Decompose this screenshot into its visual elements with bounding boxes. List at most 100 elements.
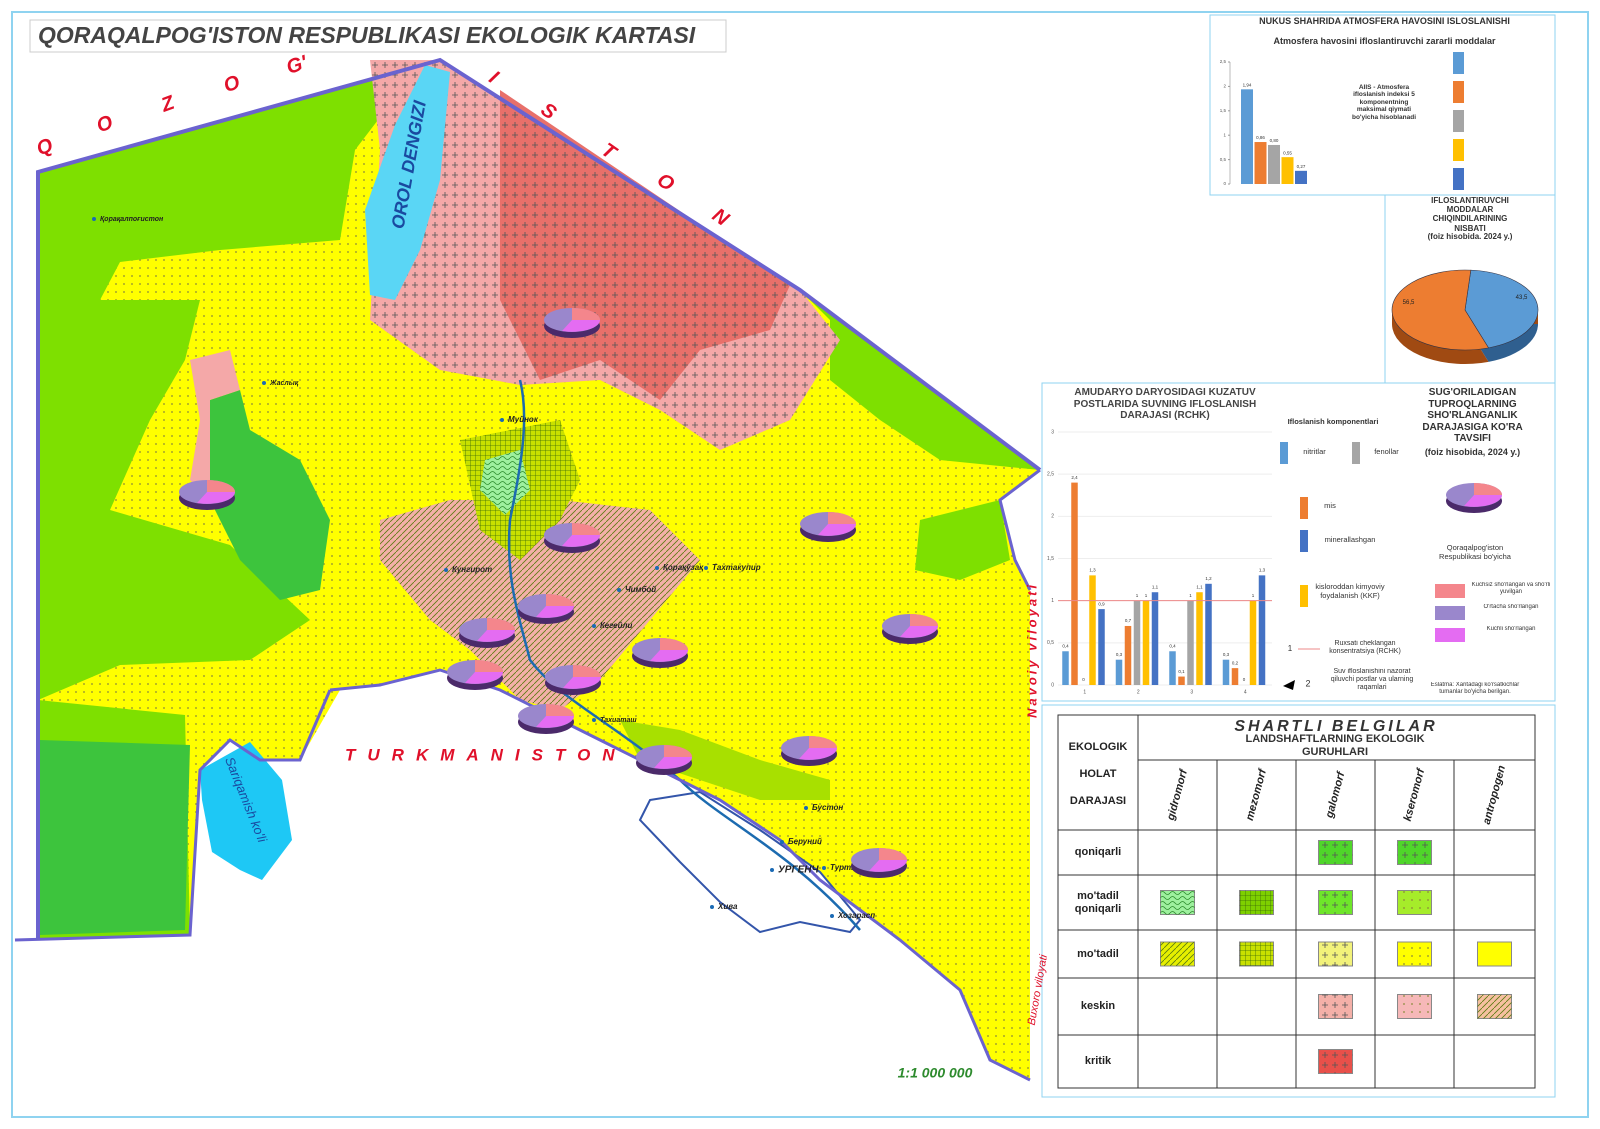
bar bbox=[1115, 659, 1123, 685]
panel-title: SUG'ORILADIGAN TUPROQLARNING SHO'RLANGAN… bbox=[1422, 387, 1523, 444]
place-name: Тахтакупир bbox=[712, 563, 761, 572]
pie-symbol-slice bbox=[650, 650, 688, 662]
value-label: 0,4 bbox=[1169, 643, 1176, 648]
row-label: keskin bbox=[1080, 1000, 1116, 1013]
place-dot bbox=[780, 840, 784, 844]
place-name: Кегейли bbox=[600, 621, 632, 630]
legend-swatch-texture bbox=[1318, 994, 1353, 1019]
pie-symbol-slice bbox=[818, 524, 856, 536]
border bbox=[998, 468, 1041, 591]
title-box bbox=[29, 19, 727, 53]
bar bbox=[1222, 659, 1230, 685]
place-name: Жаслық bbox=[269, 380, 299, 387]
legend-label-box: kisloroddan kimyoviy foydalanish (KKF) bbox=[1315, 583, 1385, 600]
value-label: 0,86 bbox=[1256, 135, 1265, 140]
value-label: 0 bbox=[1243, 677, 1246, 682]
value-label: 56,5 bbox=[1403, 300, 1415, 306]
bar bbox=[1178, 676, 1185, 685]
legend-label: fenollar bbox=[1374, 448, 1399, 456]
pie-symbol-slice bbox=[809, 736, 837, 748]
map-frame bbox=[11, 11, 1589, 1118]
panel-subtitle-box: (foiz hisobida, 2024 y.) bbox=[1425, 447, 1520, 457]
aral-sea bbox=[365, 65, 450, 300]
map-title: QORAQALPOG'ISTON RESPUBLIKASI EKOLOGIK K… bbox=[38, 22, 696, 48]
panel-region: Qoraqalpog'iston Respublikasi bo'yicha bbox=[1439, 544, 1511, 561]
bar bbox=[1281, 157, 1294, 184]
y-tick-label: 0,5 bbox=[1047, 640, 1054, 646]
x-tick-label: 4 bbox=[1244, 689, 1247, 695]
pie-symbol-slice bbox=[546, 594, 574, 606]
legend-label: nitritlar bbox=[1303, 448, 1326, 456]
row-label: mo'tadil qoniqarli bbox=[1074, 889, 1122, 915]
pie-symbol-slice bbox=[799, 748, 837, 760]
legend-marker: 2 bbox=[1305, 678, 1310, 688]
neighbor-name: TURKMANISTON bbox=[345, 745, 627, 764]
legend-swatch-texture bbox=[1318, 942, 1353, 966]
pie-symbol-slice bbox=[660, 638, 688, 650]
value-label: 0,3 bbox=[1116, 652, 1123, 657]
chart-title: NUKUS SHAHRIDA ATMOSFERA HAVOSINI ISLOSL… bbox=[1259, 16, 1510, 26]
border bbox=[14, 689, 332, 942]
y-tick-label: 2,5 bbox=[1047, 471, 1054, 477]
pie-symbol-slice bbox=[879, 848, 907, 860]
map-area bbox=[14, 19, 1042, 1082]
chart-subtitle: Atmosfera havosini ifloslantiruvchi zara… bbox=[1273, 36, 1496, 46]
chart-note: AIIS - Atmosfera ifloslanish indeksi 5 k… bbox=[1351, 84, 1417, 121]
y-tick-label: 1,5 bbox=[1220, 108, 1227, 113]
legend-panel bbox=[1041, 704, 1556, 1098]
bar bbox=[1098, 609, 1105, 685]
legend-swatch-texture bbox=[1318, 890, 1353, 915]
chart-subtitle-box: (foiz hisobida. 2024 y.) bbox=[1428, 232, 1513, 241]
legend-label-box: O'rtacha sho'rlangan bbox=[1484, 604, 1539, 610]
green-zone bbox=[38, 65, 420, 700]
legend-swatch bbox=[1453, 168, 1464, 190]
pie-symbol-slice bbox=[1474, 483, 1502, 495]
bar bbox=[1249, 600, 1257, 685]
place-name: УРГЕНЧ bbox=[778, 865, 819, 876]
pie-symbol-slice bbox=[197, 492, 235, 504]
legend-label-box: mis bbox=[1324, 502, 1336, 510]
legend-title: SHARTLI BELGILAR bbox=[1234, 718, 1437, 735]
pie-symbol-slice bbox=[664, 745, 692, 757]
value-label: 0,9 bbox=[1098, 601, 1105, 606]
chart-title: AMUDARYO DARYOSIDAGI KUZATUV POSTLARIDA … bbox=[1073, 387, 1257, 421]
bar bbox=[1089, 575, 1096, 685]
legend-swatch-texture bbox=[1239, 890, 1274, 915]
place-dot bbox=[592, 624, 596, 628]
panel-note-box: Eslatma: Xaritadagi ko'rsatkichlar tuman… bbox=[1430, 682, 1520, 695]
neighbor-name: Navoiy viloyati bbox=[1024, 582, 1039, 718]
pie-symbol-slice bbox=[207, 480, 235, 492]
legend-swatch bbox=[1280, 442, 1288, 464]
legend-swatch bbox=[1300, 585, 1308, 607]
pie-symbol-slice bbox=[869, 860, 907, 872]
bar bbox=[1231, 668, 1239, 685]
legend-label: Kuchli sho'rlangan bbox=[1486, 626, 1536, 632]
legend-marker: 1 bbox=[1288, 644, 1293, 653]
place-dot bbox=[444, 568, 448, 572]
place-dot bbox=[592, 718, 596, 722]
map-scale: 1:1 000 000 bbox=[898, 1065, 973, 1081]
value-label: 1,3 bbox=[1089, 568, 1096, 573]
y-tick-label: 1 bbox=[1051, 598, 1054, 604]
panel-note: Eslatma: Xaritadagi ko'rsatkichlar tuman… bbox=[1430, 682, 1520, 695]
border bbox=[36, 57, 1042, 940]
pink-zone bbox=[190, 350, 240, 500]
neighbor-letter: O bbox=[221, 71, 243, 97]
legend-swatch bbox=[1352, 442, 1360, 464]
y-tick-label: 1,5 bbox=[1047, 556, 1054, 562]
bar bbox=[1295, 170, 1307, 184]
legend-label-box: fenollar bbox=[1374, 448, 1399, 456]
chart-title-box: IFLOSLANTIRUVCHI MODDALAR CHIQINDILARINI… bbox=[1431, 196, 1509, 233]
legend-swatch bbox=[1477, 941, 1512, 967]
place-dot bbox=[822, 866, 826, 870]
place-name: Тахиаташ bbox=[600, 717, 637, 724]
chart-note-box: AIIS - Atmosfera ifloslanish indeksi 5 k… bbox=[1351, 84, 1417, 121]
place-name: Хива bbox=[717, 902, 738, 911]
value-label: 1 bbox=[1252, 593, 1255, 598]
legend-swatch bbox=[1435, 584, 1465, 598]
legend-label: kisloroddan kimyoviy foydalanish (KKF) bbox=[1315, 583, 1385, 600]
pie-symbol-slice bbox=[562, 320, 600, 332]
xorazm bbox=[638, 790, 862, 934]
legend-swatch-texture bbox=[1397, 840, 1432, 865]
y-tick-label: 0 bbox=[1051, 682, 1054, 688]
